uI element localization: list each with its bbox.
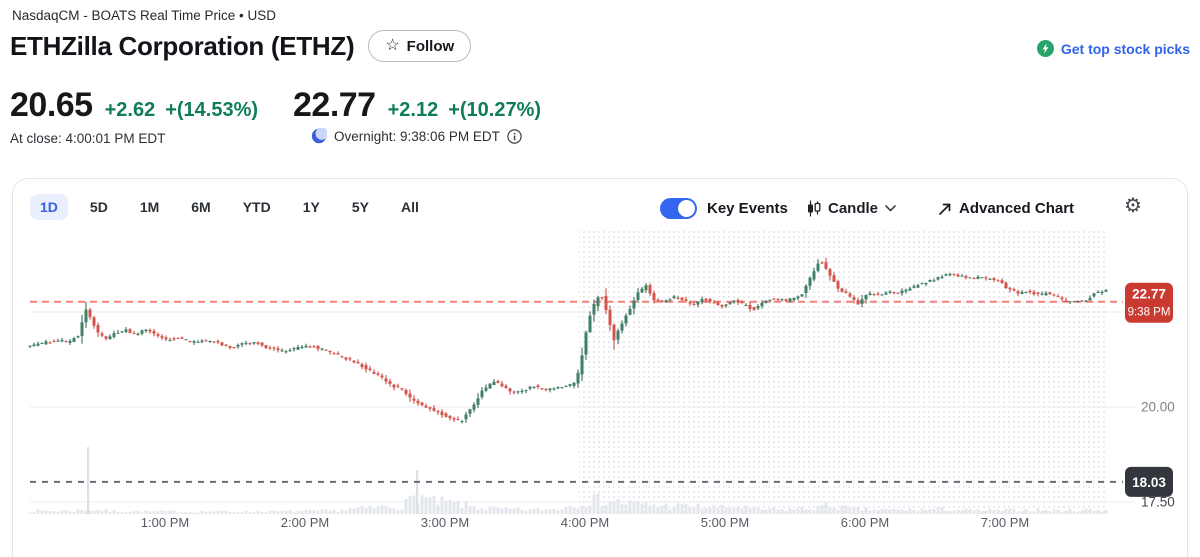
svg-text:5:00 PM: 5:00 PM [701, 515, 749, 530]
exchange-line: NasdaqCM - BOATS Real Time Price • USD [12, 8, 277, 23]
follow-button-label: Follow [406, 37, 455, 55]
regular-price: 20.65 [10, 86, 93, 124]
moon-icon [311, 128, 327, 144]
svg-text:1:00 PM: 1:00 PM [141, 515, 189, 530]
candlesticks [28, 257, 1108, 424]
chart-type-label: Candle [828, 200, 879, 217]
get-top-stock-picks-link[interactable]: Get top stock picks [1036, 40, 1190, 57]
info-icon[interactable] [507, 128, 522, 144]
last-price-badge: 22.77 9:38 PM [1125, 282, 1173, 323]
regular-change-percent: +(14.53%) [165, 99, 259, 121]
toggle-knob [678, 200, 695, 217]
svg-text:2:00 PM: 2:00 PM [281, 515, 329, 530]
price-chart-canvas[interactable]: 20.00 17.50 18.03 22.77 9:38 PM 1:00 PM 2:00 P… [13, 226, 1187, 557]
advanced-chart-button[interactable]: Advanced Chart [938, 200, 1074, 217]
overnight-change: +2.12 [387, 99, 439, 121]
range-tab-1y[interactable]: 1Y [302, 199, 320, 215]
volume-spike [416, 470, 419, 514]
candlestick-icon [808, 200, 821, 217]
key-events-label: Key Events [707, 200, 788, 217]
overnight-price: 22.77 [293, 86, 376, 124]
range-tab-1d[interactable]: 1D [30, 194, 68, 220]
regular-quote: 20.65 +2.62 +(14.53%) [10, 86, 258, 125]
overnight-row: Overnight: 9:38:06 PM EDT [311, 128, 522, 144]
range-tab-ytd[interactable]: YTD [242, 199, 271, 215]
overnight-quote: 22.77 +2.12 +(10.27%) [293, 86, 541, 125]
svg-text:3:00 PM: 3:00 PM [421, 515, 469, 530]
gridlines [30, 311, 1135, 503]
expand-arrow-icon [939, 203, 951, 215]
regular-change: +2.62 [104, 99, 156, 121]
gear-icon[interactable]: ⚙ [1124, 195, 1142, 217]
range-tab-5y[interactable]: 5Y [351, 199, 369, 215]
volume-bars [28, 447, 1108, 514]
range-tab-all[interactable]: All [400, 199, 419, 215]
overnight-change-percent: +(10.27%) [448, 99, 542, 121]
get-picks-label: Get top stock picks [1060, 40, 1190, 57]
svg-text:6:00 PM: 6:00 PM [841, 515, 889, 530]
chevron-down-icon [885, 205, 896, 212]
svg-text:22.77: 22.77 [1132, 287, 1166, 302]
range-tab-1m[interactable]: 1M [139, 199, 160, 215]
lightning-icon [1036, 40, 1054, 57]
key-events-control: Key Events [660, 198, 788, 219]
x-axis-labels: 1:00 PM 2:00 PM 3:00 PM 4:00 PM 5:00 PM 6:00 … [141, 515, 1029, 530]
range-tab-5d[interactable]: 5D [89, 199, 108, 215]
title-row: ETHZilla Corporation (ETHZ) ☆ Follow [10, 30, 472, 62]
y-axis-labels: 20.00 17.50 [1141, 400, 1175, 510]
volume-spike [87, 447, 90, 514]
svg-text:17.50: 17.50 [1141, 495, 1175, 510]
prev-close-badge: 18.03 [1125, 466, 1173, 497]
page-title: ETHZilla Corporation (ETHZ) [10, 30, 355, 61]
star-icon: ☆ [385, 37, 400, 54]
follow-button[interactable]: ☆ Follow [368, 30, 472, 62]
svg-text:18.03: 18.03 [1132, 475, 1166, 490]
overnight-label: Overnight: 9:38:06 PM EDT [334, 128, 500, 144]
svg-text:9:38 PM: 9:38 PM [1128, 307, 1171, 319]
advanced-chart-label: Advanced Chart [959, 200, 1075, 217]
svg-text:20.00: 20.00 [1141, 400, 1175, 415]
chart-type-dropdown[interactable]: Candle [807, 200, 896, 217]
range-tab-6m[interactable]: 6M [191, 199, 211, 215]
key-events-toggle[interactable] [660, 198, 697, 219]
overnight-session-region [579, 228, 1106, 513]
svg-text:4:00 PM: 4:00 PM [561, 515, 609, 530]
at-close-label: At close: 4:00:01 PM EDT [10, 131, 166, 146]
svg-text:7:00 PM: 7:00 PM [981, 515, 1029, 530]
range-tabs: 1D 5D 1M 6M YTD 1Y 5Y All [30, 194, 429, 220]
